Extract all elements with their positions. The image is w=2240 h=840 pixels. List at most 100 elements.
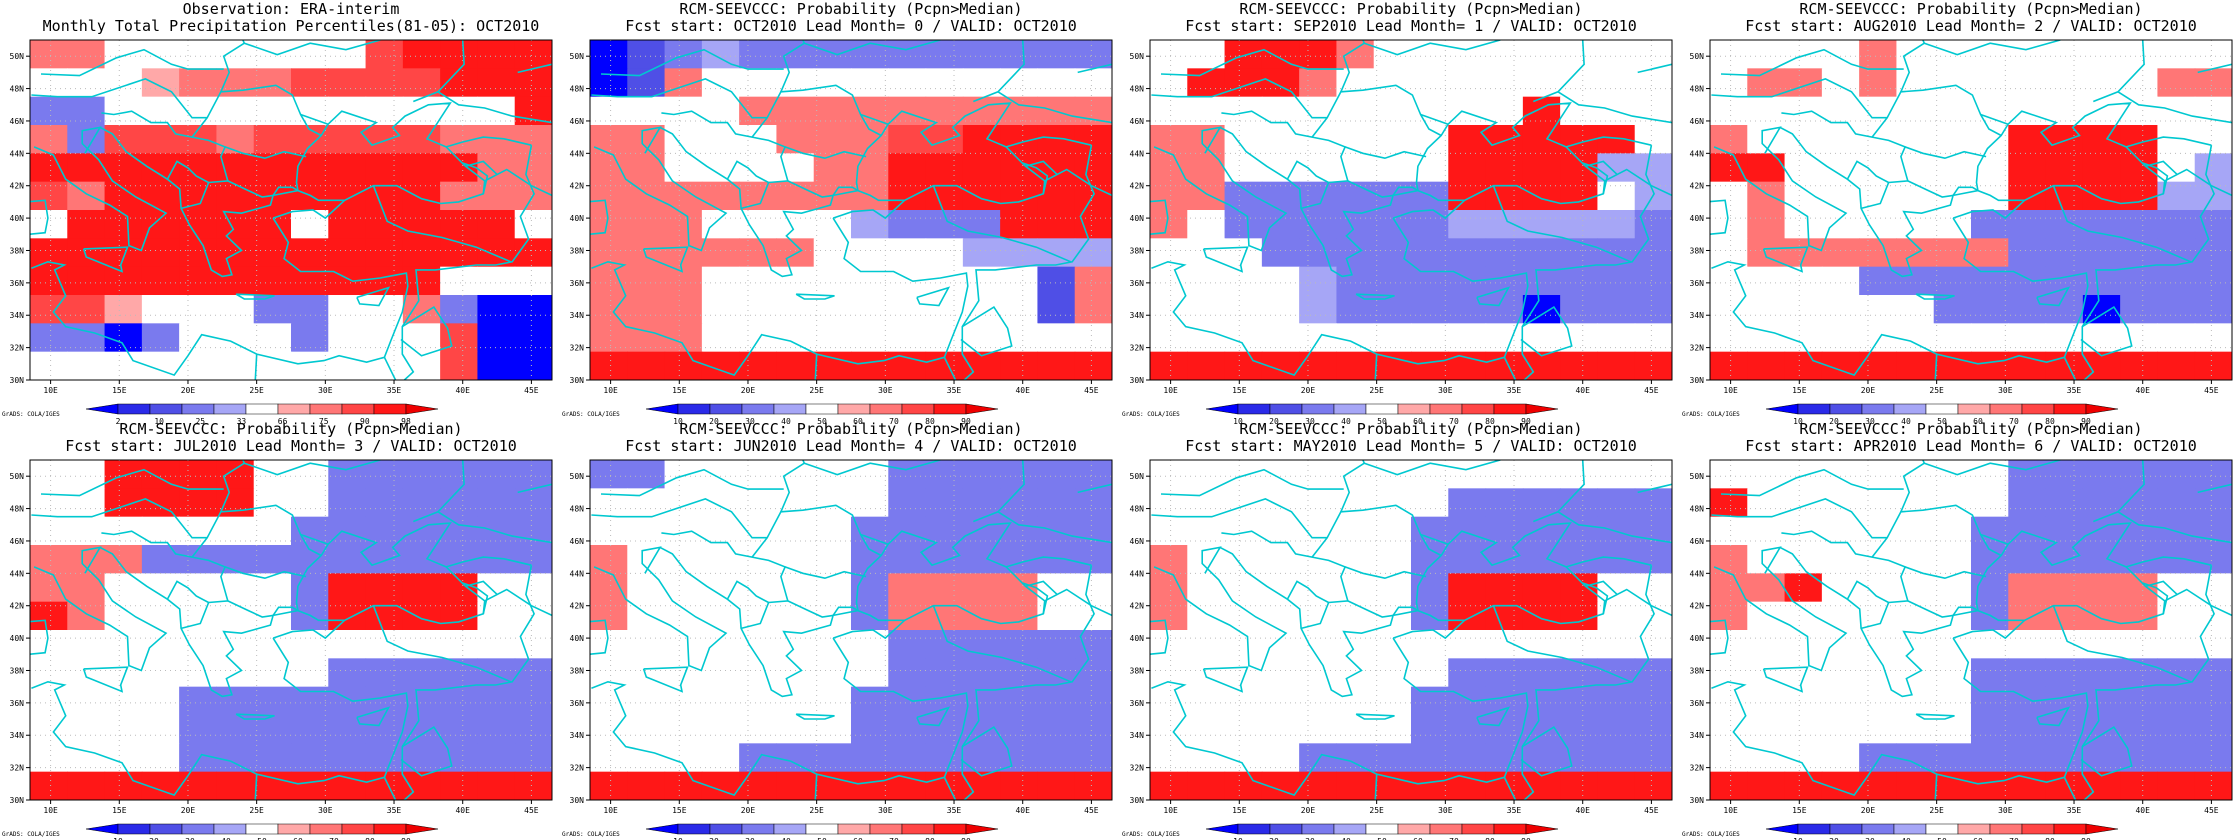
- grid-cell: [2194, 210, 2232, 239]
- panel-title: RCM-SEEVCCC: Probability (Pcpn>Median): [679, 0, 1022, 18]
- grid-cell: [216, 125, 255, 154]
- grid-cell: [1074, 238, 1112, 268]
- grid-cell: [1560, 516, 1599, 546]
- colorbar-swatch: [645, 403, 679, 415]
- grid-cell: [1150, 630, 1188, 659]
- grid-cell: [1261, 658, 1300, 688]
- colorbar-label: 80: [1485, 837, 1495, 840]
- grid-cell: [590, 351, 628, 380]
- grid-cell: [739, 238, 778, 268]
- grid-cell: [253, 771, 292, 800]
- grid-cell: [1859, 295, 1898, 324]
- colorbar-label: 90: [2081, 837, 2091, 840]
- grid-cell: [1187, 686, 1226, 716]
- grid-cell: [402, 573, 441, 603]
- lat-tick-label: 30N: [570, 796, 585, 805]
- colorbar-label: 20: [709, 417, 719, 426]
- grid-cell: [627, 686, 666, 716]
- coastline: [1934, 354, 1938, 380]
- colorbar-swatch: [149, 823, 183, 835]
- colorbar-label: 60: [1973, 417, 1983, 426]
- lon-tick-label: 30E: [878, 386, 893, 395]
- grid-cell: [1336, 295, 1375, 324]
- grid-cell: [701, 181, 740, 211]
- grid-cell: [1336, 771, 1375, 800]
- grid-cell: [1448, 323, 1487, 353]
- coastline: [1344, 146, 1427, 160]
- grid-cell: [1411, 516, 1449, 546]
- grid-cell: [1896, 658, 1935, 688]
- grid-cell: [2008, 545, 2047, 574]
- lon-tick-label: 45E: [1644, 386, 1659, 395]
- coastline: [943, 356, 957, 380]
- lat-tick-label: 50N: [1130, 472, 1145, 481]
- grid-cell: [2082, 266, 2121, 296]
- coastline: [30, 619, 49, 655]
- grid-cell: [1074, 153, 1112, 183]
- panel-subtitle: Fcst start: MAY2010 Lead Month= 5 / VALI…: [1185, 437, 1637, 455]
- grid-cell: [514, 238, 552, 268]
- coastline: [726, 160, 770, 210]
- coastline: [591, 217, 969, 377]
- colorbar-swatch: [869, 403, 903, 415]
- panel-subtitle: Fcst start: OCT2010 Lead Month= 0 / VALI…: [625, 17, 1077, 35]
- grid-cell: [1150, 238, 1188, 268]
- coastline: [1904, 146, 1987, 160]
- grid-cell: [701, 68, 740, 98]
- coastline: [1364, 460, 1501, 476]
- grid-cell: [440, 630, 479, 659]
- grid-cell: [1597, 68, 1636, 98]
- lat-tick-label: 36N: [10, 279, 25, 288]
- grid-cell: [1485, 40, 1524, 69]
- grid-cell: [1037, 323, 1076, 353]
- grid-cell: [1821, 488, 1860, 518]
- colorbar-label: 50: [817, 837, 827, 840]
- colorbar-swatch: [1925, 823, 1959, 835]
- coastline: [2081, 565, 2215, 800]
- grid-cell: [1784, 68, 1823, 98]
- coastline: [224, 566, 307, 580]
- grid-cell: [590, 153, 628, 183]
- grid-cell: [1299, 40, 1338, 69]
- lon-tick-label: 35E: [947, 386, 962, 395]
- grid-cell: [1074, 460, 1112, 489]
- grid-cell: [1896, 238, 1935, 268]
- grid-cell: [1299, 743, 1338, 773]
- grid-cell: [1634, 630, 1672, 659]
- grid-cell: [1747, 686, 1786, 716]
- grid-cell: [851, 658, 889, 688]
- coastline: [1520, 726, 1573, 777]
- grid-cell: [1522, 323, 1561, 353]
- colorbar-swatch: [213, 823, 247, 835]
- grid-cell: [1150, 351, 1188, 380]
- grid-cell: [1150, 323, 1188, 353]
- colorbar-swatch: [1333, 823, 1367, 835]
- grid-cell: [30, 323, 68, 353]
- grid-cell: [216, 266, 255, 296]
- grid-cell: [1821, 601, 1860, 631]
- grid-cell: [291, 460, 329, 489]
- coastline: [1153, 126, 1288, 252]
- grid-cell: [1074, 771, 1112, 800]
- grid-cell: [104, 715, 143, 744]
- coastline: [1503, 356, 1517, 380]
- lat-tick-label: 32N: [1690, 344, 1705, 353]
- colorbar-label: 70: [889, 837, 899, 840]
- colorbar-swatch: [1237, 823, 1271, 835]
- lon-tick-label: 35E: [947, 806, 962, 815]
- grid-cell: [813, 40, 852, 69]
- grid-cell: [888, 771, 927, 800]
- grid-cell: [514, 460, 552, 489]
- grid-cell: [1522, 295, 1561, 324]
- grid-cell: [888, 601, 927, 631]
- grid-cell: [514, 210, 552, 239]
- coastline: [642, 246, 689, 273]
- grid-cell: [1597, 40, 1636, 69]
- grid-cell: [2082, 460, 2121, 489]
- grid-cell: [477, 351, 516, 380]
- grid-cell: [30, 295, 68, 324]
- grid-cell: [402, 125, 441, 154]
- grid-cell: [1710, 40, 1748, 69]
- grid-cell: [813, 68, 852, 98]
- coastline: [400, 306, 453, 357]
